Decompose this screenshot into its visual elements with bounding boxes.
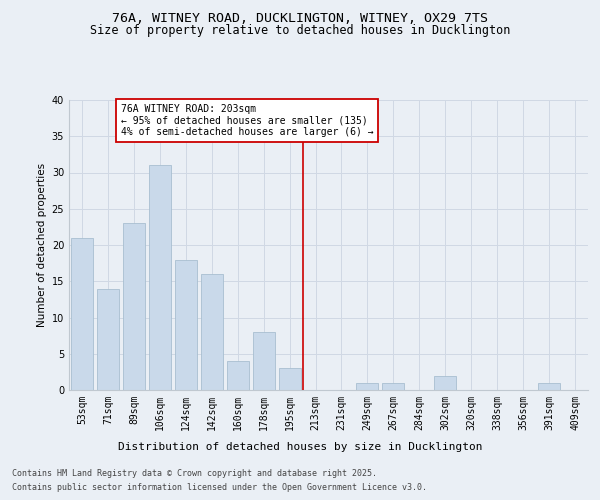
Bar bbox=[175, 260, 197, 390]
Bar bbox=[538, 383, 560, 390]
Text: Distribution of detached houses by size in Ducklington: Distribution of detached houses by size … bbox=[118, 442, 482, 452]
Text: Contains HM Land Registry data © Crown copyright and database right 2025.: Contains HM Land Registry data © Crown c… bbox=[12, 468, 377, 477]
Bar bbox=[149, 165, 171, 390]
Bar bbox=[278, 368, 301, 390]
Bar bbox=[200, 274, 223, 390]
Bar bbox=[123, 223, 145, 390]
Bar bbox=[227, 361, 249, 390]
Bar bbox=[97, 288, 119, 390]
Text: 76A WITNEY ROAD: 203sqm
← 95% of detached houses are smaller (135)
4% of semi-de: 76A WITNEY ROAD: 203sqm ← 95% of detache… bbox=[121, 104, 374, 137]
Bar bbox=[434, 376, 457, 390]
Bar bbox=[382, 383, 404, 390]
Text: Size of property relative to detached houses in Ducklington: Size of property relative to detached ho… bbox=[90, 24, 510, 37]
Bar bbox=[356, 383, 379, 390]
Text: 76A, WITNEY ROAD, DUCKLINGTON, WITNEY, OX29 7TS: 76A, WITNEY ROAD, DUCKLINGTON, WITNEY, O… bbox=[112, 12, 488, 26]
Bar bbox=[253, 332, 275, 390]
Bar bbox=[71, 238, 93, 390]
Y-axis label: Number of detached properties: Number of detached properties bbox=[37, 163, 47, 327]
Text: Contains public sector information licensed under the Open Government Licence v3: Contains public sector information licen… bbox=[12, 484, 427, 492]
